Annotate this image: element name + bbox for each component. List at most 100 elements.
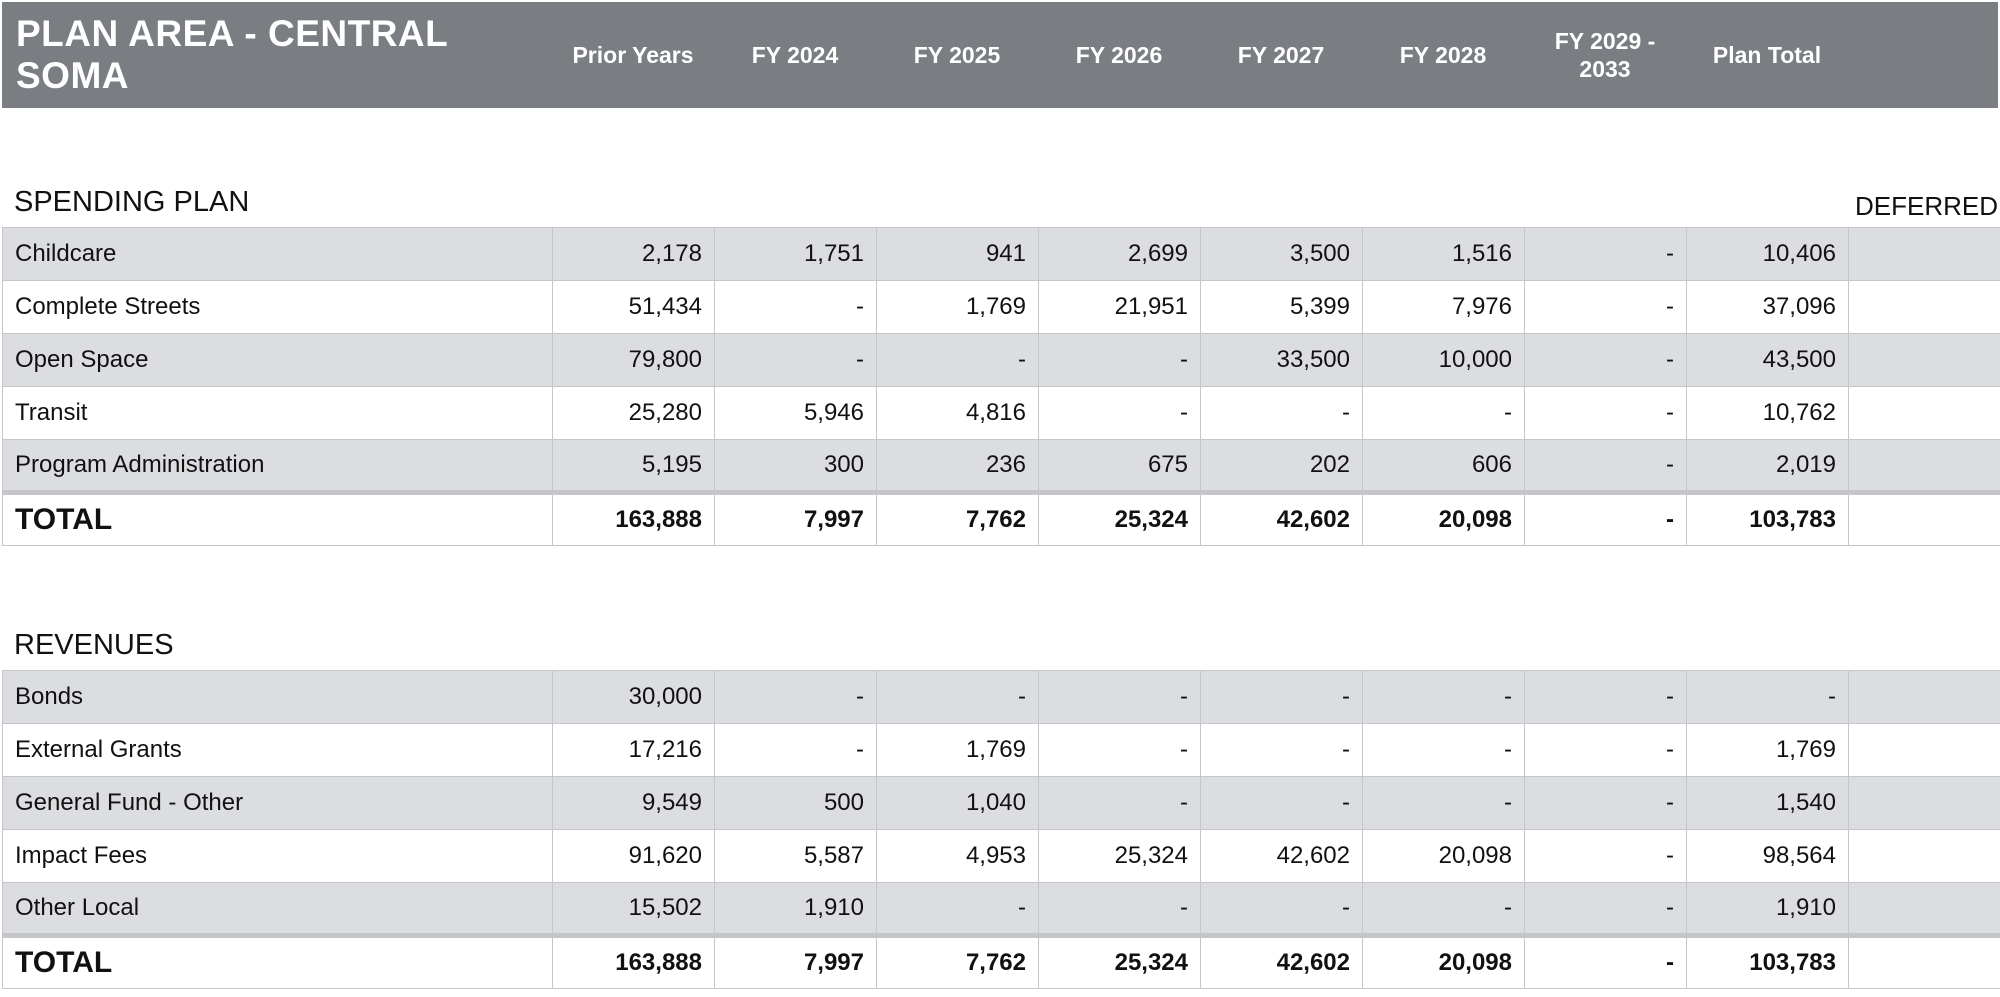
cell-fy2025: 4,816 [876, 386, 1039, 440]
column-header-fy2025: FY 2025 [913, 42, 1001, 68]
table-row: External Grants 17,216-1,769- - - -1,769 [2, 723, 2000, 777]
cell-fy2027: - [1200, 723, 1363, 777]
cell-deferred [1848, 490, 2000, 546]
cell-fy2026: 25,324 [1038, 829, 1201, 883]
cell-fy2026: 21,951 [1038, 280, 1201, 334]
cell-fy2028: 20,098 [1362, 829, 1525, 883]
cell-fy2024: 300 [714, 439, 877, 493]
cell-fy2025: - [876, 670, 1039, 724]
cell-fy2026: 25,324 [1038, 490, 1201, 546]
cell-fy2027: - [1200, 882, 1363, 936]
cell-fy2028: - [1362, 723, 1525, 777]
cell-fy2027: - [1200, 776, 1363, 830]
table-row: Childcare 2,178 1,751 941 2,699 3,500 1,516-10… [2, 227, 2000, 281]
cell-fy2027: 5,399 [1200, 280, 1363, 334]
row-label-childcare: Childcare [2, 227, 553, 281]
cell-fy2024: 1,751 [714, 227, 877, 281]
cell-fy2024: 500 [714, 776, 877, 830]
cell-fy2028: 1,516 [1362, 227, 1525, 281]
table-row: General Fund - Other 9,549 500 1,040- - - -1,5… [2, 776, 2000, 830]
cell-fy2028: 20,098 [1362, 490, 1525, 546]
cell-fy2025: 941 [876, 227, 1039, 281]
revenues-total-row: TOTAL 163,888 7,997 7,762 25,324 42,602 20,098… [2, 933, 2000, 989]
cell-plan-total: 37,096 [1686, 280, 1849, 334]
plan-area-title: PLAN AREA - CENTRAL SOMA [16, 13, 448, 96]
cell-fy2027: 33,500 [1200, 333, 1363, 387]
cell-fy2028: 7,976 [1362, 280, 1525, 334]
cell-fy2028: - [1362, 776, 1525, 830]
revenues-table: Bonds 30,000- - - - - - - External Grants 17,216-… [2, 670, 2000, 989]
cell-plan-total: 10,406 [1686, 227, 1849, 281]
table-row: Impact Fees 91,620 5,587 4,953 25,324 42,602 2… [2, 829, 2000, 883]
cell-fy2027: 3,500 [1200, 227, 1363, 281]
row-label-bonds: Bonds [2, 670, 553, 724]
cell-fy2024: - [714, 333, 877, 387]
table-row: Transit 25,280 5,946 4,816- - - -10,762 [2, 386, 2000, 440]
cell-deferred [1848, 333, 2000, 387]
table-row: Complete Streets 51,434-1,769 21,951 5,399 7… [2, 280, 2000, 334]
cell-prior-years: 15,502 [552, 882, 715, 936]
cell-fy2028: 20,098 [1362, 933, 1525, 989]
row-label-external-grants: External Grants [2, 723, 553, 777]
cell-fy2024: 1,910 [714, 882, 877, 936]
cell-fy2024: 7,997 [714, 490, 877, 546]
column-header-fy2024: FY 2024 [751, 42, 839, 68]
cell-fy2025: 7,762 [876, 933, 1039, 989]
cell-fy2024: - [714, 670, 877, 724]
cell-fy2024: - [714, 723, 877, 777]
cell-deferred [1848, 882, 2000, 936]
column-header-plan-total: Plan Total [1712, 42, 1822, 68]
cell-fy2026: 25,324 [1038, 933, 1201, 989]
cell-fy2024: 5,946 [714, 386, 877, 440]
cell-fy2029-2033: - [1524, 723, 1687, 777]
cell-fy2026: - [1038, 670, 1201, 724]
cell-fy2027: 202 [1200, 439, 1363, 493]
cell-deferred [1848, 227, 2000, 281]
cell-fy2029-2033: - [1524, 386, 1687, 440]
row-label-program-administration: Program Administration [2, 439, 553, 493]
column-header-prior-years: Prior Years [572, 42, 694, 68]
spending-total-label: TOTAL [2, 490, 553, 546]
cell-fy2024: 7,997 [714, 933, 877, 989]
cell-prior-years: 25,280 [552, 386, 715, 440]
cell-prior-years: 17,216 [552, 723, 715, 777]
column-header-fy2026: FY 2026 [1075, 42, 1163, 68]
cell-prior-years: 163,888 [552, 933, 715, 989]
cell-prior-years: 163,888 [552, 490, 715, 546]
spending-total-row: TOTAL 163,888 7,997 7,762 25,324 42,602 20,098… [2, 490, 2000, 546]
cell-fy2024: - [714, 280, 877, 334]
cell-fy2027: - [1200, 670, 1363, 724]
cell-fy2029-2033: - [1524, 439, 1687, 493]
row-label-other-local: Other Local [2, 882, 553, 936]
cell-plan-total: 43,500 [1686, 333, 1849, 387]
cell-deferred [1848, 280, 2000, 334]
table-row: Other Local 15,502 1,910- - - - -1,910 [2, 882, 2000, 936]
cell-fy2028: 10,000 [1362, 333, 1525, 387]
cell-fy2026: 2,699 [1038, 227, 1201, 281]
cell-plan-total: 2,019 [1686, 439, 1849, 493]
revenues-total-label: TOTAL [2, 933, 553, 989]
cell-plan-total: 103,783 [1686, 933, 1849, 989]
column-header-fy2029-2033: FY 2029 - 2033 [1554, 28, 1656, 82]
table-row: Program Administration 5,195 300 236 675 202 6… [2, 439, 2000, 493]
cell-fy2025: 7,762 [876, 490, 1039, 546]
cell-prior-years: 91,620 [552, 829, 715, 883]
cell-fy2025: 4,953 [876, 829, 1039, 883]
cell-fy2025: - [876, 333, 1039, 387]
cell-prior-years: 30,000 [552, 670, 715, 724]
table-header: PLAN AREA - CENTRAL SOMA Prior Years FY … [2, 2, 1998, 108]
cell-fy2026: - [1038, 386, 1201, 440]
table-row: Bonds 30,000- - - - - - - [2, 670, 2000, 724]
cell-fy2029-2033: - [1524, 280, 1687, 334]
cell-deferred [1848, 776, 2000, 830]
column-header-fy2028: FY 2028 [1399, 42, 1487, 68]
cell-fy2028: - [1362, 882, 1525, 936]
deferred-heading: DEFERRED [1854, 191, 1998, 221]
row-label-complete-streets: Complete Streets [2, 280, 553, 334]
cell-fy2029-2033: - [1524, 333, 1687, 387]
cell-fy2027: - [1200, 386, 1363, 440]
cell-fy2029-2033: - [1524, 490, 1687, 546]
cell-plan-total: 103,783 [1686, 490, 1849, 546]
cell-prior-years: 5,195 [552, 439, 715, 493]
cell-fy2028: - [1362, 386, 1525, 440]
